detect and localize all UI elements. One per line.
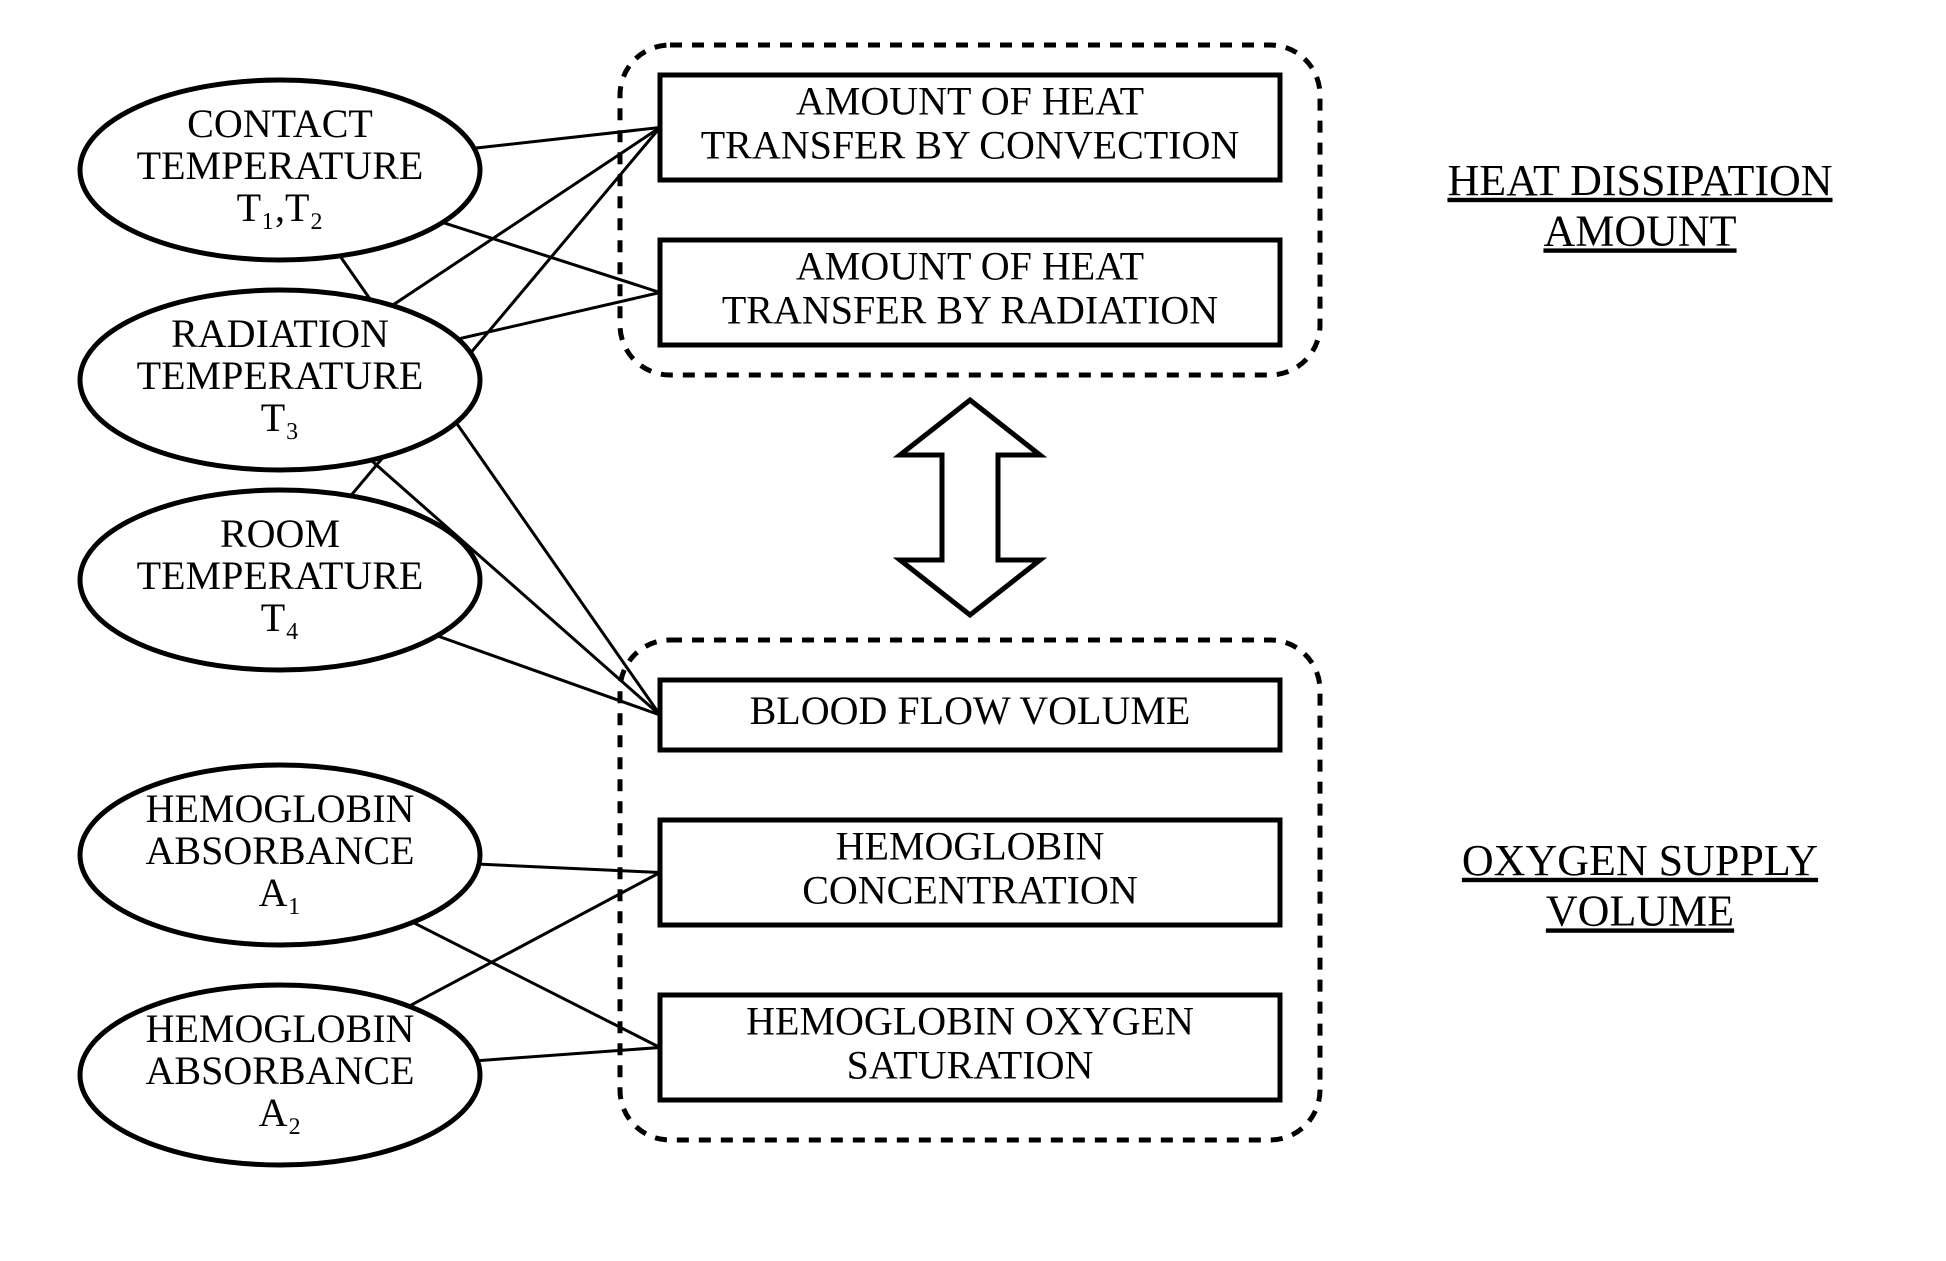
heat-rad-label-0: AMOUNT OF HEAT [796,244,1144,289]
heat-rad-label-1: TRANSFER BY RADIATION [722,288,1218,333]
edge-hemo-a1-hemo-conc [479,864,660,872]
contact-temp-label-0: CONTACT [187,101,373,146]
hemo-a2-label-1: ABSORBANCE [146,1048,415,1093]
hemo-conc-label-1: CONCENTRATION [802,868,1138,913]
contact-temp-label-1: TEMPERATURE [137,143,424,188]
room-temp-label-1: TEMPERATURE [137,553,424,598]
diagram-canvas: CONTACTTEMPERATURET₁,T₂RADIATIONTEMPERAT… [0,0,1946,1261]
radiation-temp-label-1: TEMPERATURE [137,353,424,398]
oxygen-label-line-1: VOLUME [1546,886,1734,935]
hemo-conc-label-0: HEMOGLOBIN [836,824,1105,869]
oxygen-label-line-0: OXYGEN SUPPLY [1462,836,1818,885]
edge-room-temp-blood-flow [437,636,660,715]
heat-conv-label-0: AMOUNT OF HEAT [796,79,1144,124]
hemo-a2-label-2: A₂ [259,1090,302,1135]
radiation-temp-label-0: RADIATION [171,311,389,356]
hemo-a1-label-1: ABSORBANCE [146,828,415,873]
blood-flow-label-0: BLOOD FLOW VOLUME [750,688,1191,733]
heat-label-line-0: HEAT DISSIPATION [1447,156,1832,205]
hemo-a1-label-0: HEMOGLOBIN [146,786,415,831]
hemo-oxy-label-0: HEMOGLOBIN OXYGEN [746,999,1194,1044]
bidirectional-arrow-icon [900,400,1040,615]
hemo-a1-label-2: A₁ [259,870,302,915]
room-temp-label-2: T₄ [261,595,299,640]
contact-temp-label-2: T₁,T₂ [237,185,324,230]
edge-hemo-a2-hemo-oxy [477,1048,660,1061]
heat-label-line-1: AMOUNT [1543,206,1736,255]
heat-conv-label-1: TRANSFER BY CONVECTION [701,123,1240,168]
room-temp-label-0: ROOM [220,511,340,556]
hemo-a2-label-0: HEMOGLOBIN [146,1006,415,1051]
hemo-oxy-label-1: SATURATION [847,1043,1094,1088]
radiation-temp-label-2: T₃ [261,395,299,440]
